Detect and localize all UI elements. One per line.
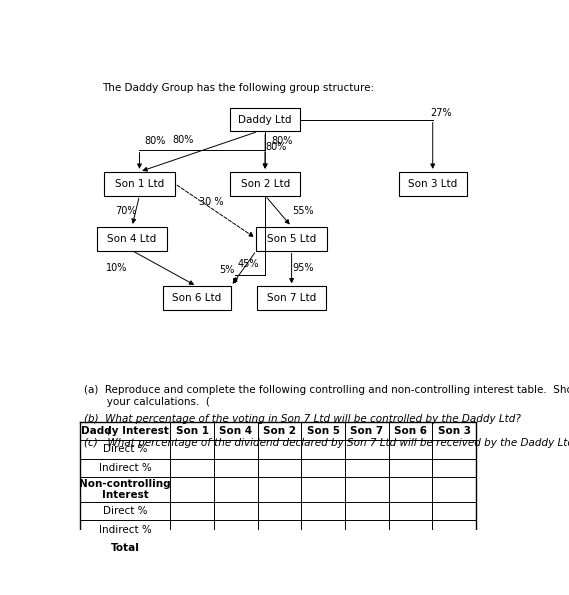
Text: Son 6: Son 6 bbox=[394, 426, 427, 436]
Text: Son 7 Ltd: Son 7 Ltd bbox=[267, 293, 316, 303]
Text: Son 1 Ltd: Son 1 Ltd bbox=[115, 178, 164, 189]
Text: 5%: 5% bbox=[219, 265, 234, 275]
Bar bbox=[257, 286, 326, 310]
Text: 55%: 55% bbox=[292, 206, 314, 216]
Text: Son 4 Ltd: Son 4 Ltd bbox=[108, 234, 156, 243]
Bar bbox=[230, 108, 300, 131]
Text: 80%: 80% bbox=[266, 142, 287, 152]
Bar bbox=[97, 227, 167, 250]
Bar bbox=[230, 172, 300, 196]
Text: Son 5 Ltd: Son 5 Ltd bbox=[267, 234, 316, 243]
Text: (c)   What percentage of the dividend declared by Son 7 Ltd will be received by : (c) What percentage of the dividend decl… bbox=[84, 438, 569, 448]
Bar bbox=[163, 286, 231, 310]
Text: Indirect %: Indirect % bbox=[99, 525, 151, 534]
Text: Daddy Ltd: Daddy Ltd bbox=[238, 114, 292, 124]
Text: 95%: 95% bbox=[292, 264, 314, 274]
Text: Son 1: Son 1 bbox=[176, 426, 209, 436]
Text: 10%: 10% bbox=[106, 264, 127, 274]
Text: 27%: 27% bbox=[431, 108, 452, 118]
Bar bbox=[256, 227, 327, 250]
Text: 80%: 80% bbox=[144, 136, 165, 146]
Text: Direct %: Direct % bbox=[103, 444, 147, 455]
Text: Son 3: Son 3 bbox=[438, 426, 471, 436]
Text: 70%: 70% bbox=[116, 206, 137, 216]
Text: 30 %: 30 % bbox=[199, 197, 224, 207]
Text: Son 3 Ltd: Son 3 Ltd bbox=[408, 178, 457, 189]
Text: Direct %: Direct % bbox=[103, 506, 147, 516]
Text: 80%: 80% bbox=[272, 136, 293, 146]
Text: Son 7: Son 7 bbox=[351, 426, 384, 436]
Bar bbox=[104, 172, 175, 196]
Text: (a)  Reproduce and complete the following controlling and non-controlling intere: (a) Reproduce and complete the following… bbox=[84, 385, 569, 407]
Text: Son 4: Son 4 bbox=[219, 426, 253, 436]
Text: Non-controlling
Interest: Non-controlling Interest bbox=[79, 478, 171, 500]
Text: The Daddy Group has the following group structure:: The Daddy Group has the following group … bbox=[102, 83, 374, 93]
Text: Son 2 Ltd: Son 2 Ltd bbox=[241, 178, 290, 189]
Text: Son 6 Ltd: Son 6 Ltd bbox=[172, 293, 221, 303]
Text: Son 5: Son 5 bbox=[307, 426, 340, 436]
Bar bbox=[398, 172, 467, 196]
Text: 45%: 45% bbox=[237, 259, 259, 269]
Text: Daddy Interest: Daddy Interest bbox=[81, 426, 169, 436]
Text: Son 2: Son 2 bbox=[263, 426, 296, 436]
Text: Total: Total bbox=[111, 543, 139, 553]
Text: (b)  What percentage of the voting in Son 7 Ltd will be controlled by the Daddy : (b) What percentage of the voting in Son… bbox=[84, 414, 521, 435]
Text: 80%: 80% bbox=[172, 135, 194, 145]
Text: Indirect %: Indirect % bbox=[99, 463, 151, 472]
